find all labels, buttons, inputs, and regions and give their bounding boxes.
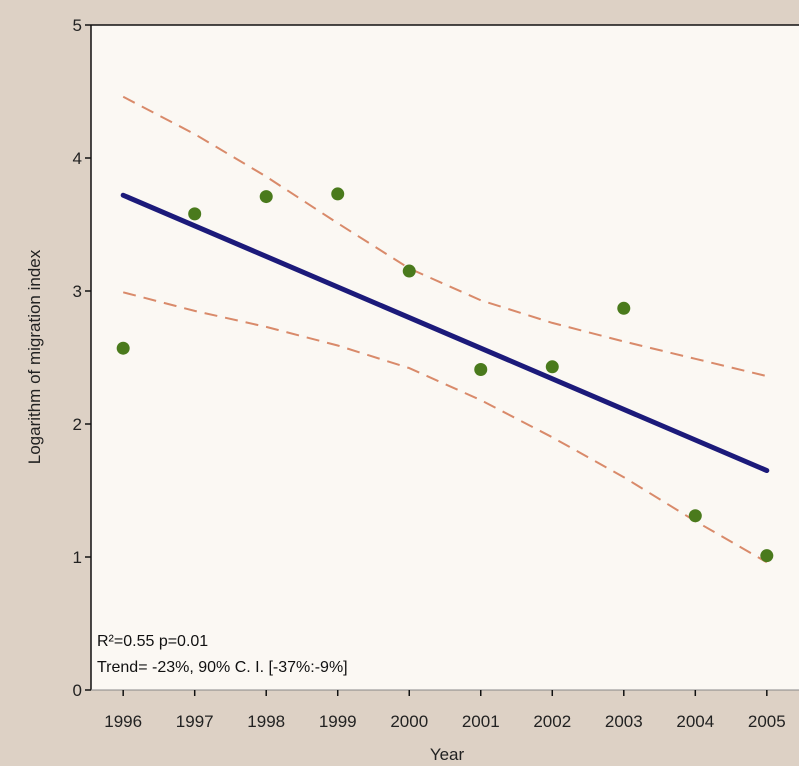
data-point bbox=[402, 264, 416, 278]
x-tick-label: 1996 bbox=[104, 712, 142, 731]
data-point bbox=[259, 190, 273, 204]
data-point bbox=[188, 207, 202, 221]
ci-upper-line bbox=[122, 95, 768, 378]
data-point bbox=[331, 187, 345, 201]
x-tick-label: 1999 bbox=[319, 712, 357, 731]
data-point bbox=[116, 341, 130, 355]
x-tick-label: 2003 bbox=[605, 712, 643, 731]
data-point bbox=[760, 549, 774, 563]
x-tick-label: 2001 bbox=[462, 712, 500, 731]
y-tick-label: 3 bbox=[73, 282, 82, 301]
x-tick-label: 2002 bbox=[533, 712, 571, 731]
trend-line bbox=[120, 192, 770, 474]
data-point bbox=[474, 362, 488, 376]
x-tick-label: 1998 bbox=[247, 712, 285, 731]
y-tick-label: 4 bbox=[73, 149, 82, 168]
x-tick-label: 1997 bbox=[176, 712, 214, 731]
plot-area bbox=[91, 25, 799, 690]
x-tick-label: 2004 bbox=[676, 712, 714, 731]
x-tick-label: 2000 bbox=[390, 712, 428, 731]
stats-line-trend: Trend= -23%, 90% C. I. [-37%:-9%] bbox=[97, 659, 348, 676]
x-axis-title: Year bbox=[430, 745, 465, 764]
confidence-bands bbox=[122, 95, 768, 564]
axes bbox=[90, 24, 799, 691]
y-tick-label: 5 bbox=[73, 16, 82, 35]
trend-line-group bbox=[120, 192, 770, 474]
y-tick-label: 2 bbox=[73, 415, 82, 434]
data-points bbox=[116, 187, 774, 563]
stats-line-r2: R²=0.55 p=0.01 bbox=[97, 633, 208, 650]
y-axis-title: Logarithm of migration index bbox=[25, 249, 44, 464]
x-tick-label: 2005 bbox=[748, 712, 786, 731]
ci-lower-line bbox=[122, 291, 768, 564]
y-tick-label: 0 bbox=[73, 681, 82, 700]
data-point bbox=[545, 360, 559, 374]
y-tick-label: 1 bbox=[73, 548, 82, 567]
tick-labels: 0 1 2 3 4 5 1996 1997 1998 1999 2000 2001 2002 2003 20… bbox=[73, 16, 786, 731]
data-point bbox=[617, 301, 631, 315]
data-point bbox=[688, 509, 702, 523]
